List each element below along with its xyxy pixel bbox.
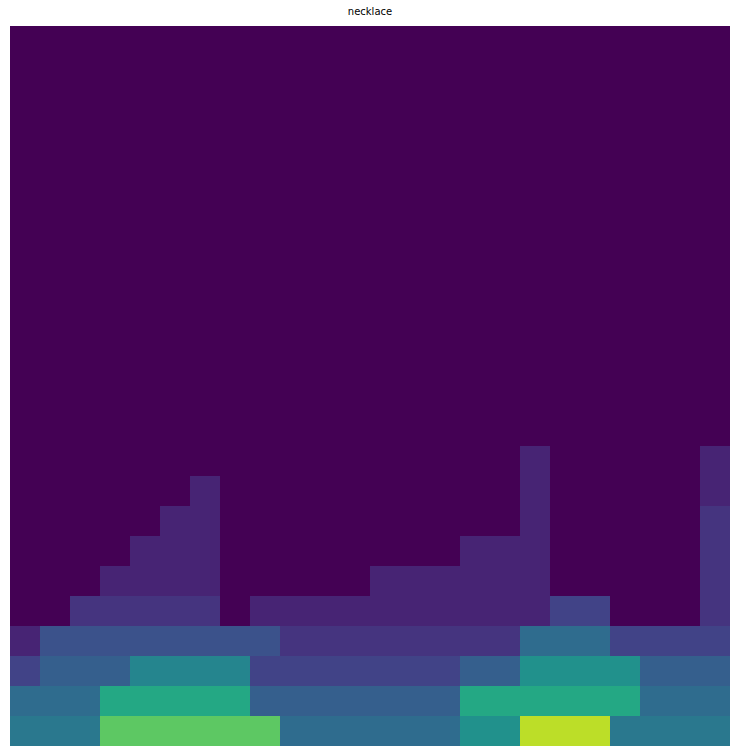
svg-text:necklace: necklace xyxy=(348,6,392,17)
